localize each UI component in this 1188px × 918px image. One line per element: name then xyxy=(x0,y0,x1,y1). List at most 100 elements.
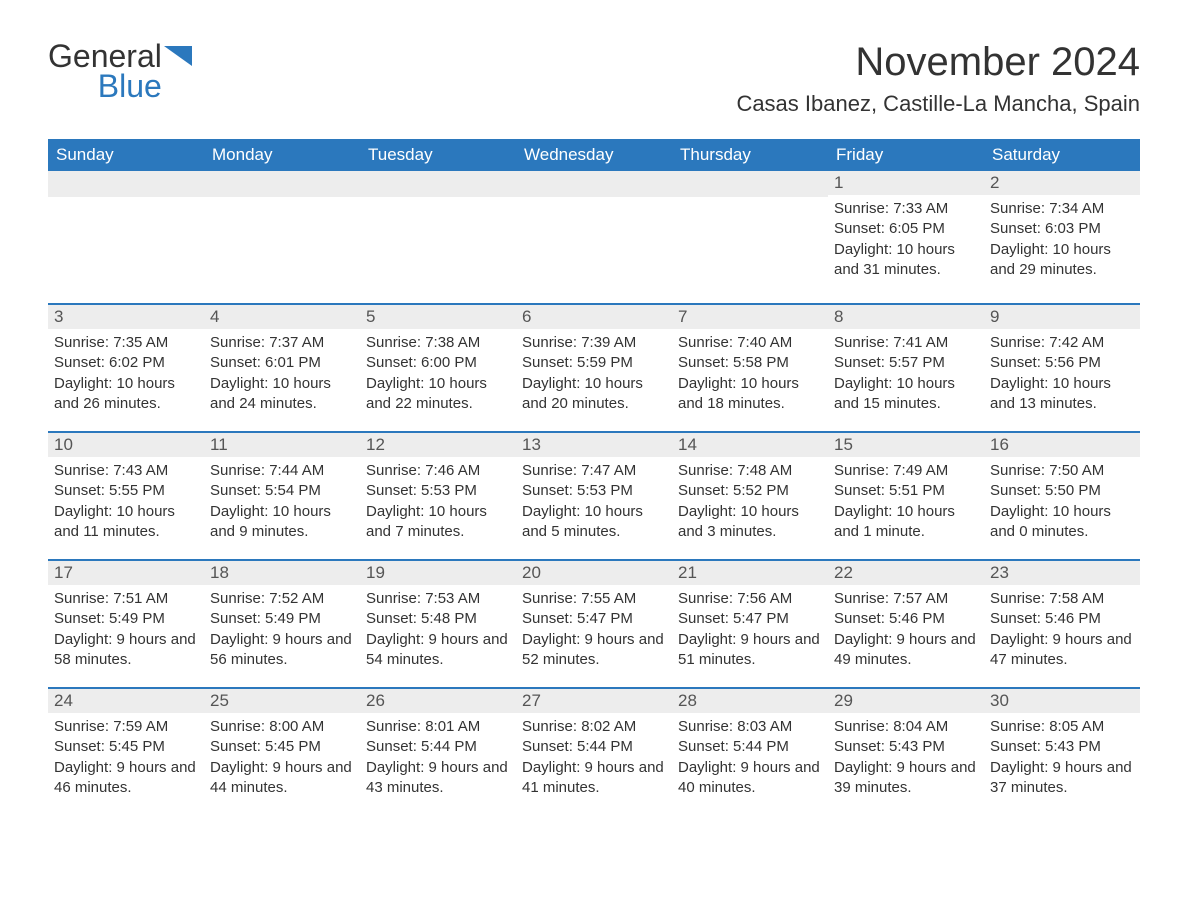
sunrise-line: Sunrise: 7:57 AM xyxy=(834,589,978,609)
day-info: Sunrise: 7:35 AMSunset: 6:02 PMDaylight:… xyxy=(54,333,198,414)
day-number: 1 xyxy=(834,173,843,192)
calendar-day-cell: 24Sunrise: 7:59 AMSunset: 5:45 PMDayligh… xyxy=(48,687,204,815)
day-info: Sunrise: 7:51 AMSunset: 5:49 PMDaylight:… xyxy=(54,589,198,670)
daylight-line: Daylight: 10 hours and 24 minutes. xyxy=(210,374,354,415)
sunrise-line: Sunrise: 8:01 AM xyxy=(366,717,510,737)
daylight-line: Daylight: 9 hours and 46 minutes. xyxy=(54,758,198,799)
daylight-line: Daylight: 9 hours and 47 minutes. xyxy=(990,630,1134,671)
day-number: 18 xyxy=(210,563,229,582)
day-number: 4 xyxy=(210,307,219,326)
sunset-line: Sunset: 5:44 PM xyxy=(678,737,822,757)
calendar-day-cell: 9Sunrise: 7:42 AMSunset: 5:56 PMDaylight… xyxy=(984,303,1140,431)
day-number: 6 xyxy=(522,307,531,326)
day-info: Sunrise: 8:01 AMSunset: 5:44 PMDaylight:… xyxy=(366,717,510,798)
calendar-day-cell: 13 Sunrise: 7:47 AMSunset: 5:53 PMDayligh… xyxy=(516,431,672,559)
day-number: 2 xyxy=(990,173,999,192)
calendar-day-cell: 27Sunrise: 8:02 AMSunset: 5:44 PMDayligh… xyxy=(516,687,672,815)
logo: General Blue xyxy=(48,40,198,102)
day-info: Sunrise: 7:56 AMSunset: 5:47 PMDaylight:… xyxy=(678,589,822,670)
sunset-line: Sunset: 5:44 PM xyxy=(522,737,666,757)
sunrise-line: Sunrise: 7:33 AM xyxy=(834,199,978,219)
day-info: Sunrise: 7:39 AMSunset: 5:59 PMDaylight:… xyxy=(522,333,666,414)
sunset-line: Sunset: 6:01 PM xyxy=(210,353,354,373)
day-number: 5 xyxy=(366,307,375,326)
calendar-day-cell: 11Sunrise: 7:44 AMSunset: 5:54 PMDayligh… xyxy=(204,431,360,559)
day-info: Sunrise: 7:57 AMSunset: 5:46 PMDaylight:… xyxy=(834,589,978,670)
weekday-header: Wednesday xyxy=(516,139,672,171)
logo-word2: Blue xyxy=(48,70,162,102)
daylight-line: Daylight: 10 hours and 1 minute. xyxy=(834,502,978,543)
daylight-line: Daylight: 10 hours and 18 minutes. xyxy=(678,374,822,415)
day-info: Sunrise: 7:33 AMSunset: 6:05 PMDaylight:… xyxy=(834,199,978,280)
sunrise-line: Sunrise: 8:02 AM xyxy=(522,717,666,737)
day-number: 15 xyxy=(834,435,853,454)
sunset-line: Sunset: 5:47 PM xyxy=(522,609,666,629)
daylight-line: Daylight: 9 hours and 37 minutes. xyxy=(990,758,1134,799)
sunset-line: Sunset: 5:54 PM xyxy=(210,481,354,501)
sunset-line: Sunset: 5:57 PM xyxy=(834,353,978,373)
daylight-line: Daylight: 10 hours and 3 minutes. xyxy=(678,502,822,543)
calendar-week-row: 24Sunrise: 7:59 AMSunset: 5:45 PMDayligh… xyxy=(48,687,1140,815)
weekday-header-row: SundayMondayTuesdayWednesdayThursdayFrid… xyxy=(48,139,1140,171)
calendar-day-cell: 12Sunrise: 7:46 AMSunset: 5:53 PMDayligh… xyxy=(360,431,516,559)
sunset-line: Sunset: 5:47 PM xyxy=(678,609,822,629)
day-number: 12 xyxy=(366,435,385,454)
calendar-day-cell xyxy=(360,171,516,303)
calendar-day-cell: 29Sunrise: 8:04 AMSunset: 5:43 PMDayligh… xyxy=(828,687,984,815)
weekday-header: Tuesday xyxy=(360,139,516,171)
day-info: Sunrise: 7:38 AMSunset: 6:00 PMDaylight:… xyxy=(366,333,510,414)
sunrise-line: Sunrise: 7:43 AM xyxy=(54,461,198,481)
calendar-day-cell: 21 Sunrise: 7:56 AMSunset: 5:47 PMDayligh… xyxy=(672,559,828,687)
calendar-day-cell: 7 Sunrise: 7:40 AMSunset: 5:58 PMDaylight… xyxy=(672,303,828,431)
daylight-line: Daylight: 10 hours and 13 minutes. xyxy=(990,374,1134,415)
day-number: 22 xyxy=(834,563,853,582)
day-number: 23 xyxy=(990,563,1009,582)
calendar-day-cell: 30Sunrise: 8:05 AMSunset: 5:43 PMDayligh… xyxy=(984,687,1140,815)
sunset-line: Sunset: 5:50 PM xyxy=(990,481,1134,501)
day-number: 21 xyxy=(678,563,697,582)
day-info: Sunrise: 7:42 AMSunset: 5:56 PMDaylight:… xyxy=(990,333,1134,414)
day-info: Sunrise: 7:41 AMSunset: 5:57 PMDaylight:… xyxy=(834,333,978,414)
sunset-line: Sunset: 5:43 PM xyxy=(834,737,978,757)
calendar-day-cell: 16Sunrise: 7:50 AMSunset: 5:50 PMDayligh… xyxy=(984,431,1140,559)
day-number: 7 xyxy=(678,307,687,326)
weekday-header: Monday xyxy=(204,139,360,171)
weekday-header: Thursday xyxy=(672,139,828,171)
calendar-day-cell: 22 Sunrise: 7:57 AMSunset: 5:46 PMDayligh… xyxy=(828,559,984,687)
calendar-day-cell: 6 Sunrise: 7:39 AMSunset: 5:59 PMDaylight… xyxy=(516,303,672,431)
sunset-line: Sunset: 5:44 PM xyxy=(366,737,510,757)
sunrise-line: Sunrise: 7:42 AM xyxy=(990,333,1134,353)
calendar-table: SundayMondayTuesdayWednesdayThursdayFrid… xyxy=(48,139,1140,815)
daylight-line: Daylight: 9 hours and 51 minutes. xyxy=(678,630,822,671)
sunset-line: Sunset: 6:02 PM xyxy=(54,353,198,373)
sunrise-line: Sunrise: 7:49 AM xyxy=(834,461,978,481)
sunset-line: Sunset: 5:53 PM xyxy=(522,481,666,501)
sunset-line: Sunset: 5:52 PM xyxy=(678,481,822,501)
daylight-line: Daylight: 9 hours and 43 minutes. xyxy=(366,758,510,799)
calendar-day-cell: 2 Sunrise: 7:34 AMSunset: 6:03 PMDaylight… xyxy=(984,171,1140,303)
header: General Blue November 2024 Casas Ibanez,… xyxy=(48,40,1140,131)
sunset-line: Sunset: 5:51 PM xyxy=(834,481,978,501)
calendar-day-cell: 4Sunrise: 7:37 AMSunset: 6:01 PMDaylight… xyxy=(204,303,360,431)
logo-text: General Blue xyxy=(48,40,162,102)
day-number: 10 xyxy=(54,435,73,454)
day-info: Sunrise: 7:55 AMSunset: 5:47 PMDaylight:… xyxy=(522,589,666,670)
sunset-line: Sunset: 5:53 PM xyxy=(366,481,510,501)
sunset-line: Sunset: 5:49 PM xyxy=(210,609,354,629)
day-info: Sunrise: 7:50 AMSunset: 5:50 PMDaylight:… xyxy=(990,461,1134,542)
daylight-line: Daylight: 9 hours and 41 minutes. xyxy=(522,758,666,799)
sunrise-line: Sunrise: 7:34 AM xyxy=(990,199,1134,219)
day-info: Sunrise: 7:34 AMSunset: 6:03 PMDaylight:… xyxy=(990,199,1134,280)
sunset-line: Sunset: 6:00 PM xyxy=(366,353,510,373)
day-number: 28 xyxy=(678,691,697,710)
calendar-week-row: 3Sunrise: 7:35 AMSunset: 6:02 PMDaylight… xyxy=(48,303,1140,431)
day-number: 13 xyxy=(522,435,541,454)
day-info: Sunrise: 7:47 AMSunset: 5:53 PMDaylight:… xyxy=(522,461,666,542)
sunrise-line: Sunrise: 7:39 AM xyxy=(522,333,666,353)
day-info: Sunrise: 7:40 AMSunset: 5:58 PMDaylight:… xyxy=(678,333,822,414)
day-number: 29 xyxy=(834,691,853,710)
sunset-line: Sunset: 5:43 PM xyxy=(990,737,1134,757)
calendar-day-cell: 18Sunrise: 7:52 AMSunset: 5:49 PMDayligh… xyxy=(204,559,360,687)
daylight-line: Daylight: 10 hours and 20 minutes. xyxy=(522,374,666,415)
sunrise-line: Sunrise: 8:03 AM xyxy=(678,717,822,737)
